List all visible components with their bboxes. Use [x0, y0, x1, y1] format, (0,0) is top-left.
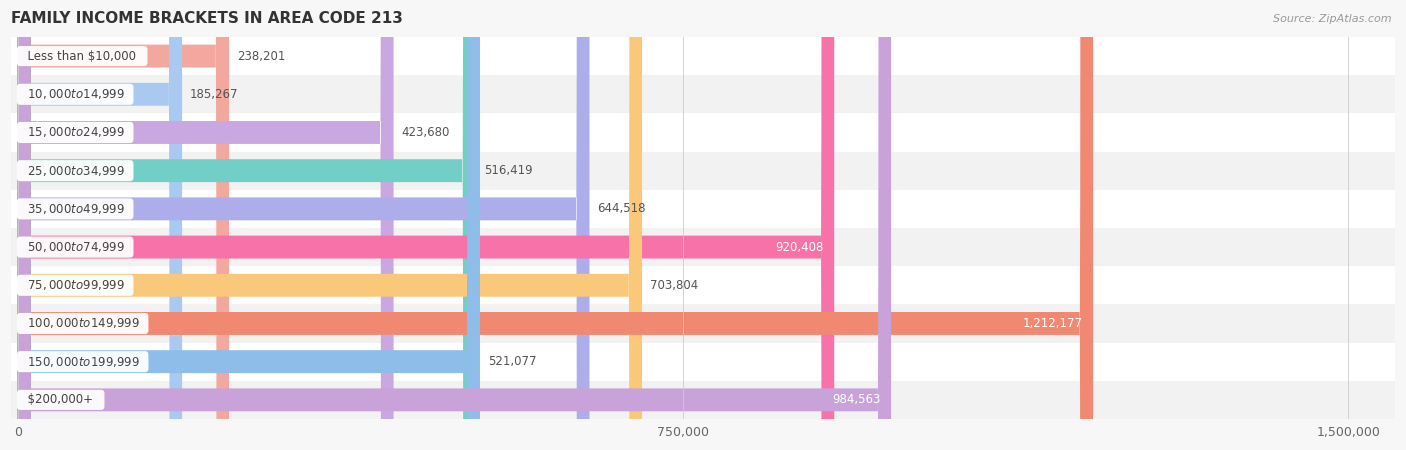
FancyBboxPatch shape [18, 0, 834, 450]
Bar [11, 113, 1395, 152]
FancyBboxPatch shape [18, 0, 475, 450]
Text: 1,212,177: 1,212,177 [1022, 317, 1083, 330]
Text: Source: ZipAtlas.com: Source: ZipAtlas.com [1274, 14, 1392, 23]
Text: 644,518: 644,518 [598, 202, 645, 216]
FancyBboxPatch shape [18, 0, 183, 450]
Text: 920,408: 920,408 [775, 241, 824, 253]
Text: $50,000 to $74,999: $50,000 to $74,999 [21, 240, 129, 254]
Text: 423,680: 423,680 [402, 126, 450, 139]
FancyBboxPatch shape [18, 0, 229, 450]
Text: $10,000 to $14,999: $10,000 to $14,999 [21, 87, 129, 101]
Text: 984,563: 984,563 [832, 393, 880, 406]
Bar [11, 37, 1395, 75]
Text: 703,804: 703,804 [650, 279, 699, 292]
FancyBboxPatch shape [18, 0, 1092, 450]
Text: Less than $10,000: Less than $10,000 [21, 50, 143, 63]
Text: 516,419: 516,419 [484, 164, 533, 177]
Text: 521,077: 521,077 [488, 355, 537, 368]
Bar [11, 190, 1395, 228]
FancyBboxPatch shape [18, 0, 394, 450]
Text: $200,000+: $200,000+ [21, 393, 101, 406]
Bar [11, 304, 1395, 342]
Bar [11, 228, 1395, 266]
Bar [11, 342, 1395, 381]
Bar [11, 266, 1395, 304]
Text: 185,267: 185,267 [190, 88, 239, 101]
FancyBboxPatch shape [18, 0, 479, 450]
Text: $15,000 to $24,999: $15,000 to $24,999 [21, 126, 129, 140]
Text: $75,000 to $99,999: $75,000 to $99,999 [21, 278, 129, 292]
Text: $35,000 to $49,999: $35,000 to $49,999 [21, 202, 129, 216]
Text: $25,000 to $34,999: $25,000 to $34,999 [21, 164, 129, 178]
Bar [11, 75, 1395, 113]
Text: FAMILY INCOME BRACKETS IN AREA CODE 213: FAMILY INCOME BRACKETS IN AREA CODE 213 [11, 11, 404, 26]
FancyBboxPatch shape [18, 0, 643, 450]
FancyBboxPatch shape [18, 0, 891, 450]
Text: $100,000 to $149,999: $100,000 to $149,999 [21, 316, 145, 330]
Bar [11, 381, 1395, 419]
Text: $150,000 to $199,999: $150,000 to $199,999 [21, 355, 145, 369]
FancyBboxPatch shape [18, 0, 589, 450]
Bar [11, 152, 1395, 190]
Text: 238,201: 238,201 [238, 50, 285, 63]
